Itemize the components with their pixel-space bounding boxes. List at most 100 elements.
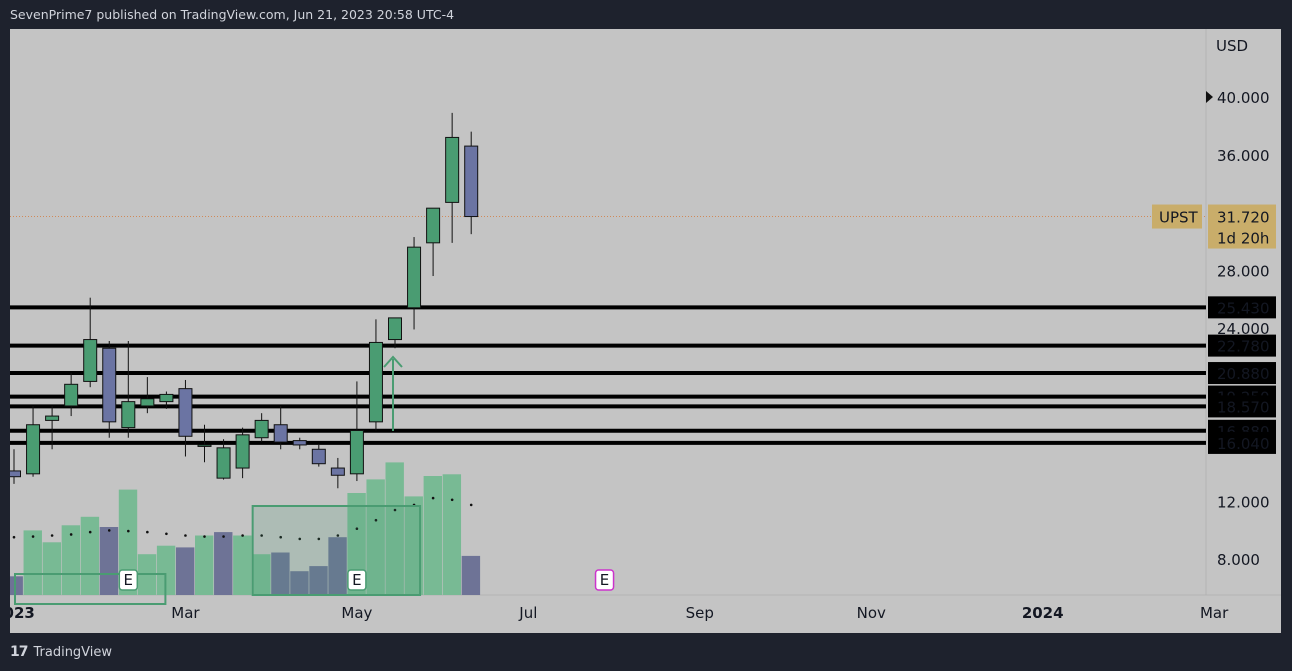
candle-body	[45, 415, 60, 421]
volume-bar	[461, 555, 481, 595]
level-price-label-bg	[1208, 362, 1276, 385]
symbol-label: UPST	[1159, 209, 1199, 227]
volume-bar	[423, 476, 442, 595]
level-price-label: 25.430	[1217, 299, 1270, 317]
volume-bar	[214, 532, 233, 595]
drawn-range-box	[251, 505, 422, 596]
volume-bar	[61, 525, 81, 595]
volume-ma-dot	[203, 535, 206, 538]
volume-ma-dot	[107, 529, 111, 532]
volume-ma-dot	[50, 534, 54, 537]
candle-body	[140, 398, 155, 407]
candle-body	[10, 470, 21, 478]
volume-bar	[290, 571, 309, 595]
candle-body	[368, 341, 383, 423]
level-price-label: 16.040	[1217, 435, 1270, 453]
volume-ma-dot	[374, 518, 378, 522]
candle-body	[197, 444, 212, 447]
level-price-label: 22.780	[1217, 338, 1270, 356]
volume-bar	[118, 489, 138, 595]
volume-bar	[366, 479, 385, 595]
y-tick-label: 24.000	[1217, 320, 1270, 338]
volume-ma-dot	[222, 535, 225, 538]
volume-bar	[309, 566, 328, 595]
candle-body	[273, 424, 288, 443]
candle-body	[83, 339, 98, 382]
earnings-marker	[347, 569, 367, 591]
x-tick-label: May	[341, 604, 372, 622]
currency-label: USD	[1216, 37, 1248, 55]
candle-body	[330, 467, 345, 476]
footer: 17 TradingView	[10, 644, 112, 660]
volume-ma-dot	[317, 537, 321, 541]
candle-body	[407, 246, 422, 309]
volume-bar	[442, 474, 462, 595]
candlestick-chart[interactable]: E E E USD 40.000 36.000 28.000 24.000 12.000 8.00…	[10, 29, 1281, 633]
volume-bar	[10, 576, 23, 595]
volume-ma-dot	[127, 529, 130, 533]
countdown-label: 1d 20h	[1217, 230, 1269, 248]
volume-ma-dot	[298, 537, 302, 541]
volume-ma-dot	[69, 533, 73, 536]
volume-bar	[23, 530, 42, 595]
volume-ma-dot	[469, 503, 473, 507]
candle-body	[235, 434, 250, 469]
volume-ma-dot	[146, 530, 149, 534]
candle-body	[64, 383, 79, 407]
level-price-label-bg	[1208, 395, 1276, 418]
x-tick-label: Mar	[1200, 604, 1229, 622]
volume-ma-dot	[450, 498, 454, 502]
level-price-label-bg	[1208, 431, 1276, 454]
candle-body	[102, 347, 117, 423]
candle-body	[178, 388, 193, 437]
volume-ma-dot	[12, 535, 16, 539]
volume-bar	[252, 554, 271, 595]
level-price-label: 18.570	[1217, 398, 1270, 416]
y-tick-label: 8.000	[1217, 551, 1260, 569]
x-tick-label: 2024	[1022, 604, 1064, 622]
earnings-marker-label: E	[600, 571, 609, 589]
volume-bar	[99, 527, 119, 595]
last-price-label: 31.720	[1217, 209, 1270, 227]
volume-ma-dot	[431, 496, 435, 500]
volume-ma-dot	[393, 508, 397, 512]
y-tick-label: 40.000	[1217, 89, 1270, 107]
earnings-marker-label: E	[352, 571, 361, 589]
candle-body	[121, 401, 136, 429]
candle-body	[388, 317, 402, 341]
candle-body	[159, 393, 174, 403]
y-tick-label: 28.000	[1217, 262, 1270, 280]
y-tick-label: 12.000	[1217, 493, 1270, 511]
volume-ma-dot	[184, 534, 187, 537]
volume-ma-dot	[279, 535, 283, 539]
x-tick-label: Sep	[686, 604, 714, 622]
publish-info: SevenPrime7 published on TradingView.com…	[10, 7, 455, 22]
tradingview-logo-icon: 17	[10, 644, 29, 660]
volume-bar	[175, 547, 195, 595]
volume-ma-dot	[336, 534, 340, 537]
brand-label: TradingView	[33, 644, 113, 660]
x-tick-label: Mar	[171, 604, 200, 622]
drawn-range-box	[14, 573, 167, 605]
earnings-marker-label: E	[124, 571, 133, 589]
x-tick-label: Jul	[518, 604, 537, 622]
candle-body	[216, 447, 231, 479]
volume-bar	[404, 496, 423, 595]
volume-bar	[328, 537, 347, 595]
volume-bar	[233, 535, 252, 595]
volume-bar	[156, 545, 176, 595]
volume-bar	[195, 535, 214, 595]
volume-bar	[385, 462, 404, 595]
volume-ma-dot	[165, 532, 168, 536]
volume-ma-dot	[241, 534, 244, 537]
volume-ma-dot	[355, 527, 359, 530]
candle-body	[464, 145, 479, 218]
symbol-tag	[1152, 204, 1202, 229]
candle-body	[26, 424, 41, 475]
level-price-label: 20.880	[1217, 365, 1270, 383]
candle-body	[254, 419, 269, 439]
last-price-tag	[1208, 204, 1276, 249]
earnings-marker	[594, 569, 615, 591]
candle-body	[445, 136, 460, 203]
volume-bar	[80, 516, 100, 595]
